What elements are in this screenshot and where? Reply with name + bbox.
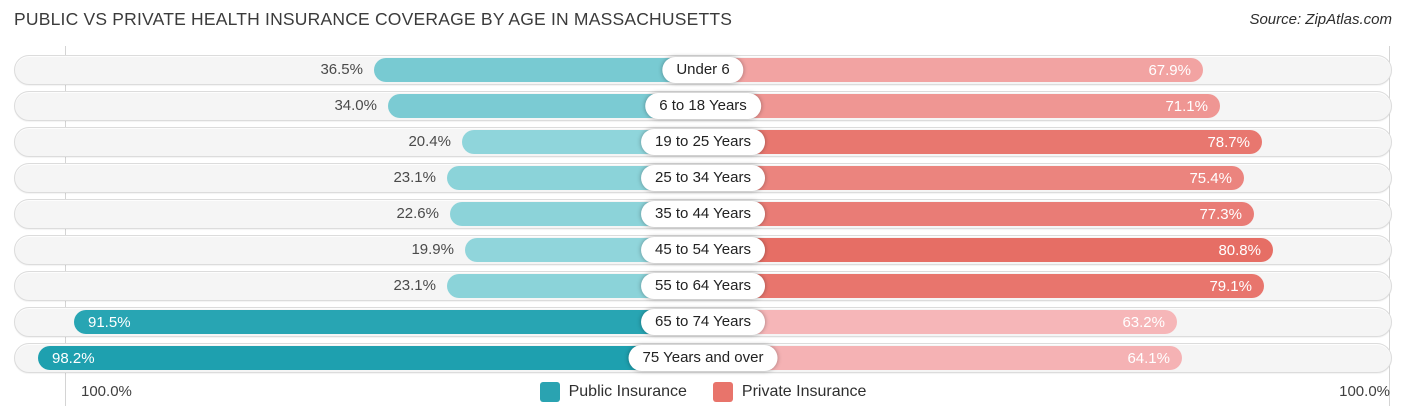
axis-label-left: 100.0% — [81, 383, 132, 400]
private-value-label: 78.7% — [1207, 133, 1250, 151]
bar-rows-container: 36.5% 67.9% Under 6 34.0% 71.1% 6 to 18 Years… — [14, 55, 1392, 379]
gridline-right-100pct — [1389, 46, 1390, 406]
legend: Public Insurance Private Insurance — [0, 382, 1406, 402]
age-group-pill: 6 to 18 Years — [645, 93, 761, 119]
private-insurance-bar: 75.4% — [703, 166, 1244, 190]
public-value-label: 36.5% — [320, 61, 363, 78]
chart-title: PUBLIC VS PRIVATE HEALTH INSURANCE COVER… — [14, 9, 733, 29]
age-group-pill: 55 to 64 Years — [641, 273, 765, 299]
legend-label-public: Public Insurance — [568, 383, 687, 400]
age-row: 91.5% 63.2% 65 to 74 Years — [14, 307, 1392, 337]
legend-label-private: Private Insurance — [741, 383, 867, 400]
public-value-label: 19.9% — [411, 241, 454, 258]
public-value-label: 91.5% — [88, 313, 131, 331]
age-row: 19.9% 80.8% 45 to 54 Years — [14, 235, 1392, 265]
private-insurance-bar: 80.8% — [703, 238, 1273, 262]
public-value-label: 22.6% — [396, 205, 439, 222]
public-value-label: 23.1% — [393, 169, 436, 186]
age-group-pill: 35 to 44 Years — [641, 201, 765, 227]
age-row: 36.5% 67.9% Under 6 — [14, 55, 1392, 85]
age-row: 22.6% 77.3% 35 to 44 Years — [14, 199, 1392, 229]
age-group-pill: 65 to 74 Years — [641, 309, 765, 335]
public-insurance-swatch-icon — [539, 382, 560, 402]
age-group-pill: 25 to 34 Years — [641, 165, 765, 191]
public-value-label: 98.2% — [52, 349, 95, 367]
age-row: 98.2% 64.1% 75 Years and over — [14, 343, 1392, 373]
legend-item-private: Private Insurance — [712, 382, 867, 402]
age-group-pill: 45 to 54 Years — [641, 237, 765, 263]
age-row: 34.0% 71.1% 6 to 18 Years — [14, 91, 1392, 121]
public-value-label: 20.4% — [408, 133, 451, 150]
private-value-label: 63.2% — [1122, 313, 1165, 331]
public-insurance-bar: 98.2% — [38, 346, 703, 370]
private-value-label: 77.3% — [1199, 205, 1242, 223]
legend-item-public: Public Insurance — [539, 382, 687, 402]
private-insurance-swatch-icon — [712, 382, 733, 402]
age-row: 23.1% 79.1% 55 to 64 Years — [14, 271, 1392, 301]
public-insurance-bar — [374, 58, 703, 82]
public-value-label: 34.0% — [334, 97, 377, 114]
private-insurance-bar: 78.7% — [703, 130, 1262, 154]
axis-label-right: 100.0% — [1339, 383, 1390, 400]
age-group-pill: 75 Years and over — [628, 345, 778, 371]
private-value-label: 71.1% — [1165, 97, 1208, 115]
private-insurance-bar: 67.9% — [703, 58, 1203, 82]
private-insurance-bar: 64.1% — [703, 346, 1182, 370]
private-value-label: 64.1% — [1127, 349, 1170, 367]
private-value-label: 67.9% — [1148, 61, 1191, 79]
private-value-label: 75.4% — [1189, 169, 1232, 187]
age-group-pill: 19 to 25 Years — [641, 129, 765, 155]
public-insurance-bar: 91.5% — [74, 310, 703, 334]
source-attribution: Source: ZipAtlas.com — [1249, 11, 1392, 28]
private-value-label: 79.1% — [1209, 277, 1252, 295]
age-row: 23.1% 75.4% 25 to 34 Years — [14, 163, 1392, 193]
age-group-pill: Under 6 — [662, 57, 744, 83]
private-value-label: 80.8% — [1218, 241, 1261, 259]
public-value-label: 23.1% — [393, 277, 436, 294]
private-insurance-bar: 79.1% — [703, 274, 1264, 298]
private-insurance-bar: 77.3% — [703, 202, 1254, 226]
private-insurance-bar: 63.2% — [703, 310, 1177, 334]
private-insurance-bar: 71.1% — [703, 94, 1220, 118]
age-row: 20.4% 78.7% 19 to 25 Years — [14, 127, 1392, 157]
